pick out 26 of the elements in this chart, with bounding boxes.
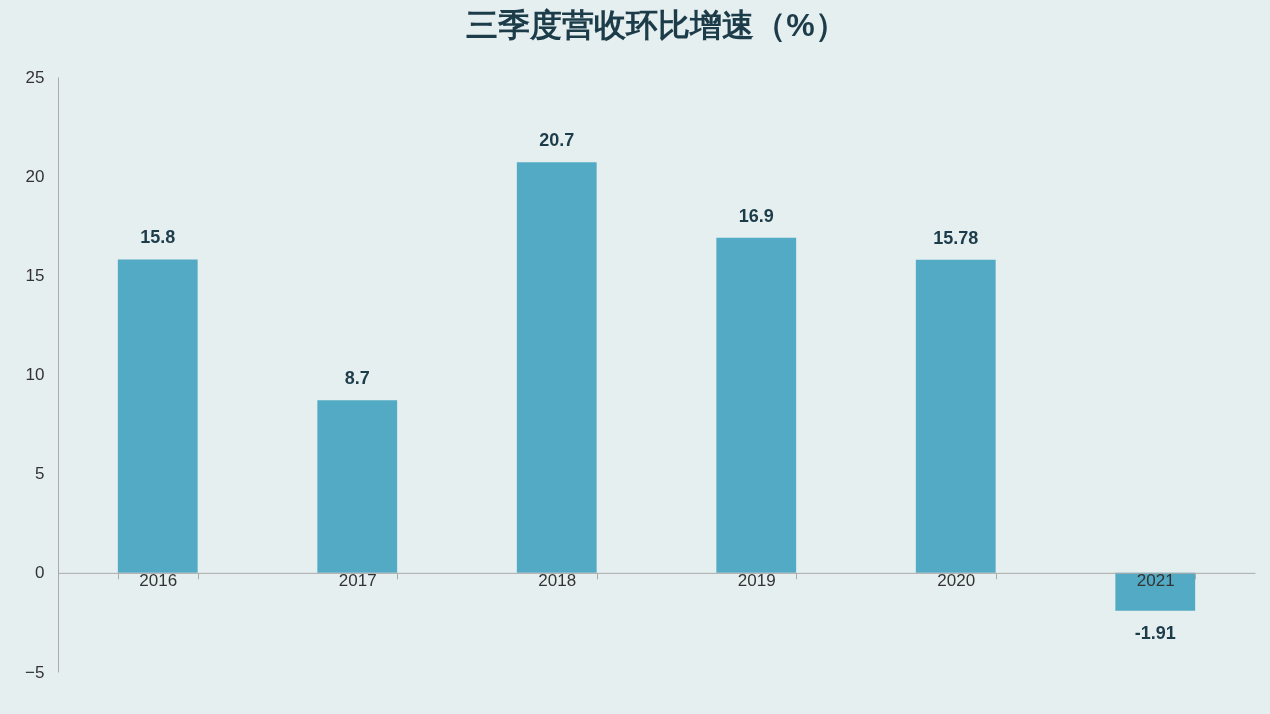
data-label: 15.8: [140, 227, 176, 248]
y-tick-label: 5: [35, 464, 45, 484]
chart-title: 三季度营收环比增速（%）: [466, 7, 847, 43]
y-tick-label: −5: [25, 662, 45, 682]
bar: [117, 259, 198, 573]
x-tick-label: 2021: [1136, 571, 1175, 591]
bar: [1115, 572, 1196, 611]
x-tick-label: 2017: [338, 571, 377, 591]
x-tick-label: 2020: [937, 571, 976, 591]
data-label: 8.7: [344, 368, 370, 389]
data-label: 20.7: [539, 130, 575, 151]
y-tick-label: 25: [25, 67, 45, 87]
y-tick-label: 20: [25, 166, 45, 186]
x-tick-label: 2019: [737, 571, 776, 591]
y-tick-label: 10: [25, 365, 45, 384]
bar: [516, 162, 597, 573]
data-label: 16.9: [738, 205, 774, 226]
data-label: 15.78: [933, 227, 979, 248]
bar: [915, 259, 996, 573]
bar: [317, 400, 398, 573]
y-tick-label: 0: [35, 563, 45, 583]
x-tick-label: 2016: [139, 571, 178, 591]
y-tick-label: 15: [25, 265, 45, 285]
bar: [716, 237, 797, 573]
data-label: -1.91: [1134, 622, 1176, 643]
x-tick-label: 2018: [538, 571, 577, 591]
